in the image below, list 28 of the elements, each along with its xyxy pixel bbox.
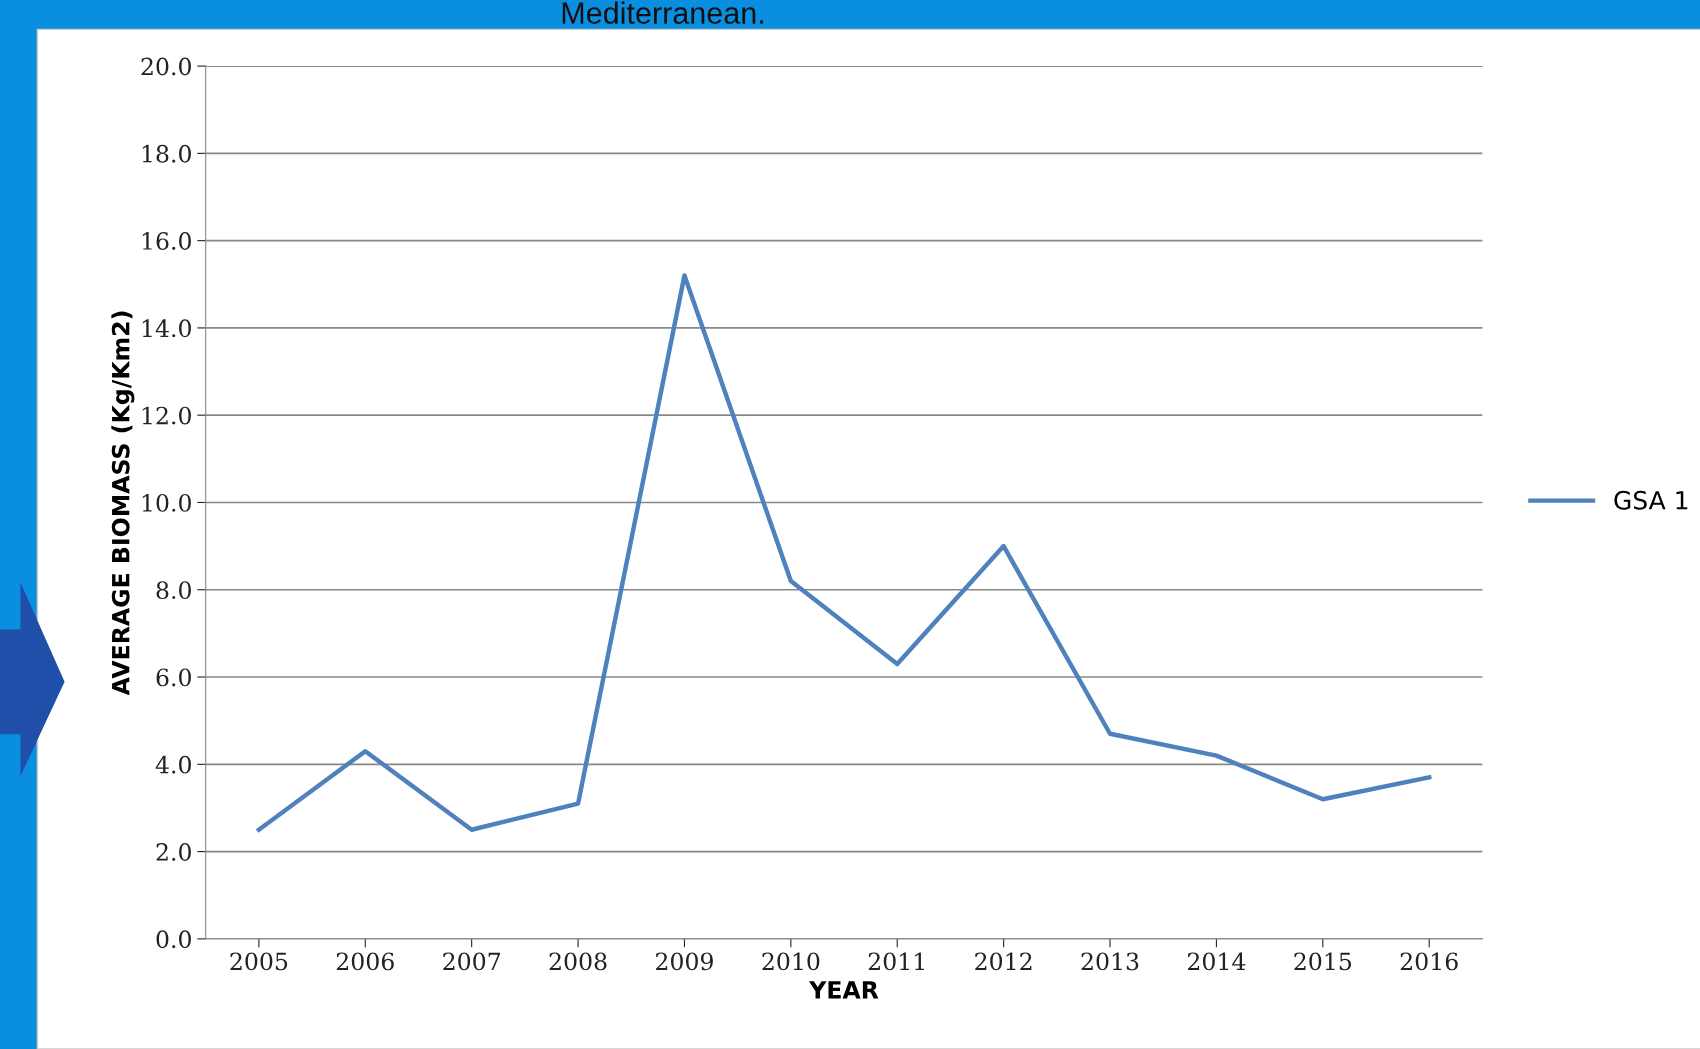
chart-title: Mediterranean. [562, 1, 763, 24]
x-axis-title: YEAR [808, 981, 879, 999]
x-tick-label: 2008 [549, 952, 607, 971]
x-tick-label: 2007 [443, 952, 501, 971]
x-tick-label: 2013 [1081, 952, 1139, 971]
x-tick-label: 2006 [336, 952, 394, 971]
y-tick-label: 2.0 [156, 843, 191, 861]
x-tick-label: 2011 [868, 952, 924, 971]
x-tick-label: 2014 [1187, 952, 1246, 971]
y-tick-label: 0.0 [156, 930, 191, 949]
x-tick-label: 2009 [656, 952, 713, 971]
y-tick-label: 14.0 [142, 319, 191, 338]
y-tick-label: 18.0 [142, 144, 191, 163]
x-tick-label: 2015 [1294, 952, 1352, 971]
y-tick-label: 8.0 [156, 581, 191, 600]
y-tick-label: 16.0 [142, 232, 191, 250]
x-tick-label: 2012 [975, 952, 1032, 971]
x-tick-label: 2016 [1400, 952, 1458, 971]
y-axis-title: AVERAGE BIOMASS (Kg/Km2) [111, 311, 135, 696]
line-series [256, 273, 1432, 832]
y-tick-label: 10.0 [142, 493, 191, 512]
y-tick-label: 6.0 [156, 668, 191, 687]
y-tick-label: 20.0 [141, 57, 191, 76]
x-tick-label: 2010 [762, 952, 820, 971]
legend-label: GSA 1 [1614, 490, 1688, 510]
x-tick-label: 2005 [230, 952, 288, 971]
y-tick-label: 4.0 [155, 755, 191, 774]
y-tick-label: 12.0 [142, 406, 191, 425]
